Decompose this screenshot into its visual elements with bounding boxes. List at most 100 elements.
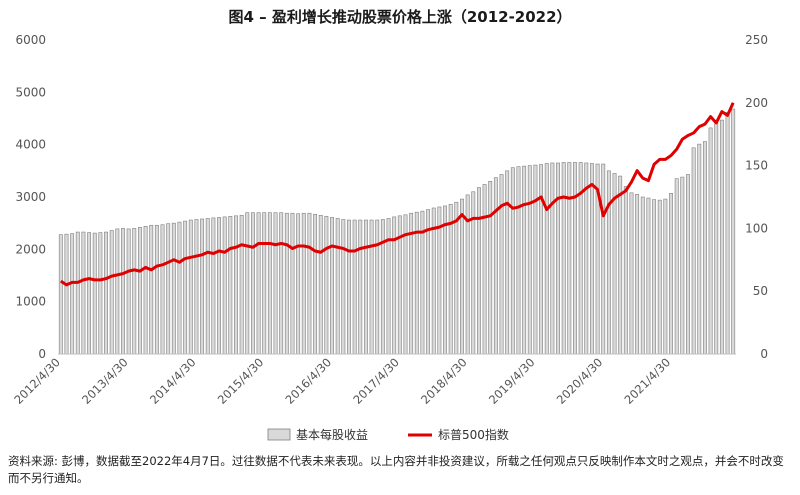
eps-bar <box>335 218 340 355</box>
eps-bar <box>115 228 120 355</box>
eps-bar <box>290 212 295 355</box>
eps-bar <box>183 220 188 355</box>
right-axis-tick-label: 250 <box>745 33 768 47</box>
eps-bar <box>539 164 544 355</box>
eps-bar <box>476 187 481 355</box>
eps-bar <box>234 215 238 355</box>
x-axis-tick-label: 2018/4/30 <box>418 355 470 407</box>
x-axis-tick-label: 2020/4/30 <box>554 355 606 407</box>
eps-bar <box>205 218 210 355</box>
right-axis-tick-label: 150 <box>745 159 768 173</box>
left-axis-tick-label: 1000 <box>15 295 46 309</box>
eps-bar <box>589 163 594 355</box>
left-axis-tick-label: 2000 <box>15 242 46 256</box>
eps-bar <box>87 232 92 355</box>
eps-bar <box>663 198 668 355</box>
eps-bar <box>137 227 142 355</box>
eps-bar <box>437 206 442 355</box>
right-axis-tick-label: 50 <box>753 284 768 298</box>
eps-bar <box>550 162 555 355</box>
eps-bar <box>279 212 284 355</box>
eps-bar <box>640 196 645 355</box>
eps-bar <box>273 212 278 355</box>
eps-bar <box>380 219 385 355</box>
eps-bar <box>635 194 640 355</box>
eps-bar <box>516 166 521 355</box>
eps-bar <box>731 108 736 355</box>
eps-bar <box>561 162 566 355</box>
eps-bar <box>239 215 244 355</box>
eps-bar <box>725 111 730 355</box>
eps-bar <box>375 219 380 355</box>
eps-bar <box>674 178 679 355</box>
eps-bar <box>121 228 125 355</box>
eps-bar <box>267 212 272 355</box>
eps-bar <box>352 219 357 355</box>
eps-bar <box>460 198 464 355</box>
eps-bar <box>646 197 651 355</box>
eps-bar <box>301 212 306 355</box>
eps-bar <box>75 231 80 355</box>
eps-bar <box>567 162 572 355</box>
bar-series <box>58 108 736 355</box>
eps-bar <box>132 228 137 355</box>
source-footnote: 资料来源: 彭博，数据截至2022年4月7日。过往数据不代表未来表现。以上内容并… <box>8 454 784 485</box>
eps-bar <box>177 221 182 355</box>
eps-bar <box>200 218 205 355</box>
eps-bar <box>318 215 323 355</box>
eps-bar <box>363 219 368 355</box>
eps-bar <box>70 233 75 355</box>
eps-bar <box>573 162 577 355</box>
eps-bar <box>211 217 216 355</box>
right-axis-tick-label: 0 <box>760 347 768 361</box>
eps-bar <box>556 162 560 355</box>
chart-title: 图4 – 盈利增长推动股票价格上涨（2012-2022） <box>228 8 572 26</box>
eps-bar <box>488 181 493 355</box>
eps-bar <box>606 170 611 355</box>
eps-bar <box>505 170 510 355</box>
eps-bar <box>618 175 623 355</box>
x-axis-tick-label: 2019/4/30 <box>486 355 538 407</box>
eps-bar <box>533 164 538 355</box>
eps-bar <box>443 205 447 355</box>
eps-bar <box>527 165 532 355</box>
eps-bar <box>719 119 724 355</box>
left-axis-tick-label: 3000 <box>15 190 46 204</box>
eps-bar <box>522 165 527 355</box>
eps-bar <box>143 226 148 355</box>
eps-bar <box>544 163 549 355</box>
eps-bar <box>217 217 221 355</box>
legend-line-label: 标普500指数 <box>438 427 509 442</box>
x-axis-tick-label: 2015/4/30 <box>215 355 267 407</box>
eps-bar <box>392 216 397 355</box>
eps-bar <box>81 231 86 355</box>
eps-bar <box>330 217 334 355</box>
eps-bar <box>104 231 108 355</box>
eps-bar <box>584 162 589 355</box>
right-axis-ticks: 0 50 100 150 200 250 <box>745 33 768 361</box>
eps-bar <box>171 222 176 355</box>
eps-bar <box>623 186 628 355</box>
x-axis-tick-label: 2021/4/30 <box>622 355 674 407</box>
eps-bar <box>307 212 312 355</box>
eps-bar <box>697 143 702 355</box>
eps-bar <box>493 177 498 355</box>
eps-bar <box>256 212 261 355</box>
right-axis-tick-label: 200 <box>745 96 768 110</box>
eps-bar <box>222 216 227 355</box>
line-series <box>59 102 735 287</box>
eps-bar <box>284 212 289 355</box>
eps-bar <box>686 174 690 355</box>
eps-bar <box>313 213 318 355</box>
legend-bar-swatch <box>267 428 291 441</box>
eps-bar <box>499 174 504 355</box>
eps-bar <box>708 127 713 355</box>
eps-bar <box>228 216 233 355</box>
eps-bar <box>471 191 476 355</box>
x-axis-tick-label: 2012/4/30 <box>11 355 63 407</box>
eps-bar <box>92 232 97 355</box>
eps-bar <box>64 233 69 355</box>
x-axis-tick-label: 2017/4/30 <box>350 355 402 407</box>
eps-bar <box>341 219 346 355</box>
eps-bar <box>109 230 114 355</box>
